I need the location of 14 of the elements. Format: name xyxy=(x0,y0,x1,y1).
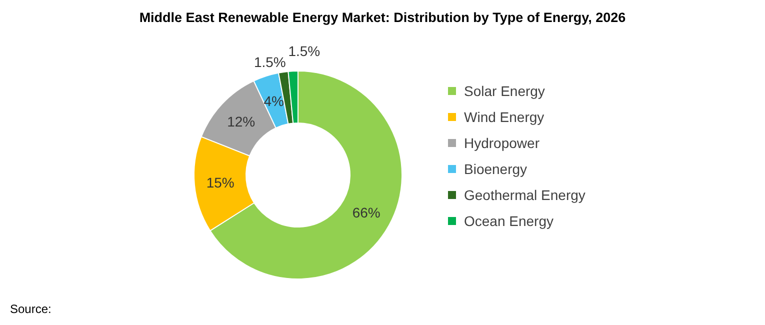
data-label: 1.5% xyxy=(288,43,320,60)
legend-label: Wind Energy xyxy=(464,109,544,125)
legend-label: Solar Energy xyxy=(464,83,545,99)
data-label: 4% xyxy=(264,92,284,109)
data-label: 15% xyxy=(206,174,234,190)
legend-label: Bioenergy xyxy=(464,161,528,177)
legend-label: Geothermal Energy xyxy=(464,187,586,203)
data-label: 1.5% xyxy=(254,54,286,70)
chart-title: Middle East Renewable Energy Market: Distribution by Type of Energy, 2026 xyxy=(138,10,627,25)
data-label: 12% xyxy=(227,114,256,130)
source-note: Source: xyxy=(10,302,52,316)
legend-label: Ocean Energy xyxy=(464,213,554,229)
data-label: 66% xyxy=(352,204,380,221)
legend-label: Hydropower xyxy=(464,135,540,151)
